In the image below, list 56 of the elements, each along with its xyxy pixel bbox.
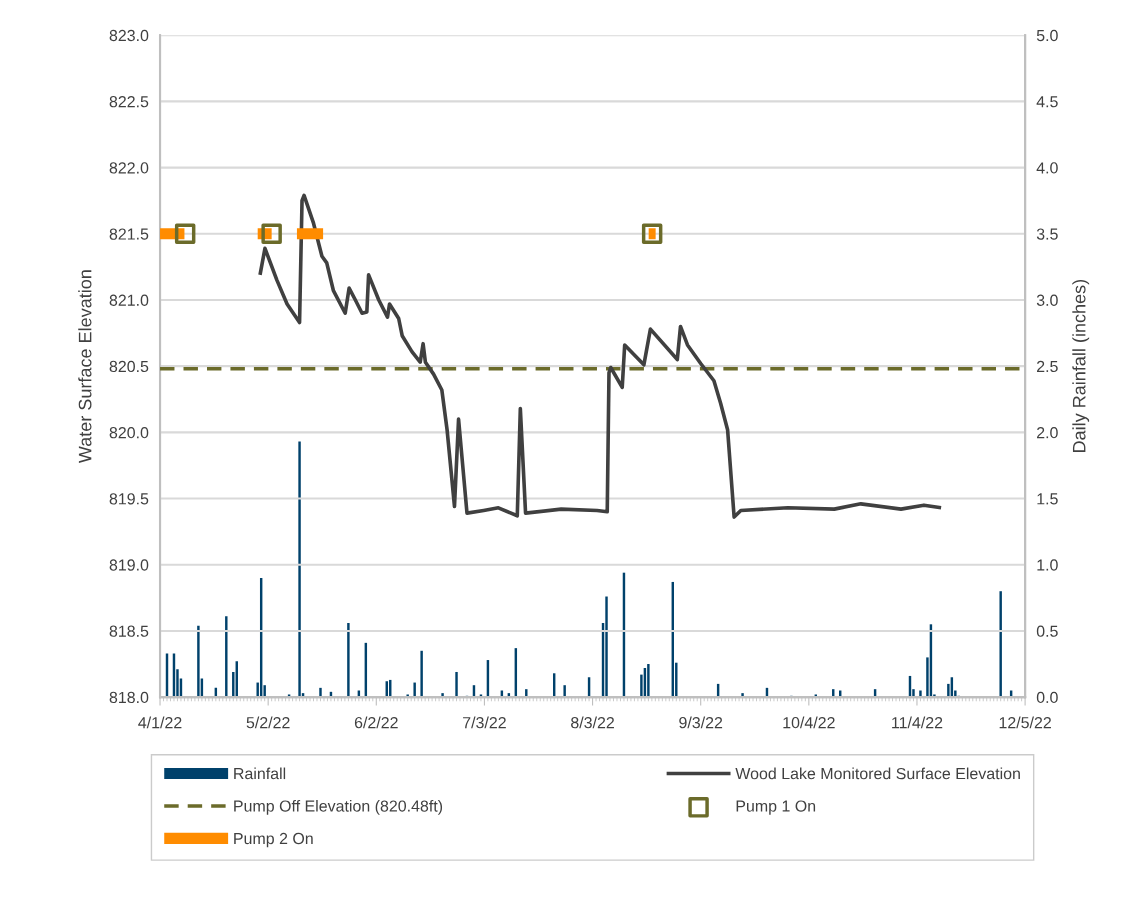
x-tick-label: 5/2/22 [246, 716, 290, 729]
x-tick-label: 8/3/22 [571, 716, 614, 729]
y-tick-label: 820.5 [109, 360, 149, 373]
bar [455, 671, 458, 698]
y-tick-label: 822.5 [109, 96, 149, 108]
bar [919, 690, 922, 698]
y2-tick-label: 4.0 [1036, 162, 1058, 174]
y2-tick-label: 1.0 [1037, 559, 1058, 571]
legend-label: Wood Lake Monitored Surface Elevation [735, 767, 1020, 780]
y-tick-label: 820.0 [109, 426, 149, 439]
bar [605, 596, 608, 698]
y-tick-label: 822.0 [109, 162, 149, 174]
bar [647, 664, 650, 698]
bar [197, 625, 200, 698]
y-tick-label: 818.0 [109, 691, 149, 704]
y-tick-label: 819.0 [109, 559, 149, 571]
y2-tick-label: 3.0 [1036, 294, 1058, 306]
x-tick-label: 4/1/22 [138, 716, 182, 729]
y2-tick-label: 2.0 [1037, 426, 1058, 439]
y-tick-label: 821.5 [109, 228, 149, 240]
y2-axis-title: Daily Rainfall (inches) [1072, 279, 1090, 452]
bar [298, 441, 301, 698]
bar [413, 682, 416, 698]
line-series [258, 193, 943, 519]
legend-label: Pump 1 On [736, 800, 816, 815]
bar [563, 685, 566, 698]
y2-tick-label: 2.5 [1037, 360, 1058, 373]
y2-tick-label: 3.5 [1036, 228, 1058, 240]
y-tick-label: 819.5 [109, 493, 149, 505]
bar [319, 687, 322, 698]
y2-tick-label: 0.5 [1036, 625, 1058, 637]
y2-tick-label: 4.5 [1036, 96, 1058, 108]
y2-tick-label: 5.0 [1036, 29, 1058, 42]
y2-tick-label: 1.5 [1037, 493, 1058, 505]
bar [347, 622, 350, 698]
bar [225, 616, 228, 698]
y-tick-label: 821.0 [109, 294, 149, 306]
x-tick-label: 11/4/22 [892, 716, 943, 729]
x-tick-label: 10/4/22 [783, 716, 835, 729]
legend-label: Pump 2 On [234, 832, 313, 848]
bar [741, 693, 744, 698]
bar [406, 694, 409, 698]
x-tick-label: 6/2/22 [354, 716, 398, 729]
bar [999, 591, 1002, 698]
y2-tick-label: 0.0 [1036, 691, 1058, 704]
legend-label: Pump Off Elevation (820.48ft) [234, 799, 443, 815]
x-tick-label: 12/5/22 [999, 716, 1051, 729]
x-tick-label: 7/3/22 [463, 716, 506, 729]
bar [525, 689, 528, 698]
y-tick-label: 818.5 [109, 625, 149, 637]
y-axis-title: Water Surface Elevation [78, 270, 92, 464]
x-tick-label: 9/3/22 [679, 716, 723, 729]
bar [420, 650, 423, 698]
bar [441, 693, 444, 698]
y-tick-label: 823.0 [109, 29, 149, 42]
legend-label: Rainfall [234, 767, 286, 780]
